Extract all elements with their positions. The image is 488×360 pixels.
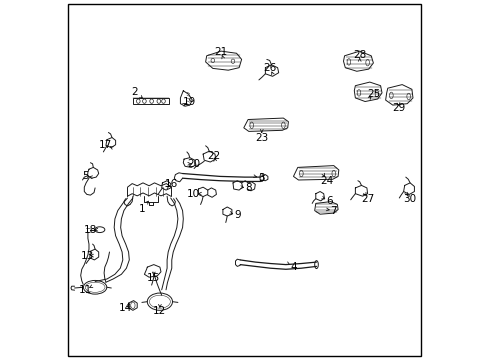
- Text: 29: 29: [392, 103, 405, 113]
- Text: 8: 8: [244, 183, 251, 193]
- Text: 11: 11: [78, 285, 91, 295]
- Text: 13: 13: [81, 251, 94, 261]
- Text: 27: 27: [360, 194, 373, 204]
- Text: 24: 24: [319, 176, 332, 186]
- Text: 5: 5: [81, 171, 88, 181]
- Text: 14: 14: [118, 303, 131, 313]
- Text: 30: 30: [402, 194, 415, 204]
- Text: 15: 15: [147, 273, 160, 283]
- Text: 28: 28: [352, 50, 366, 60]
- Text: 26: 26: [263, 63, 276, 73]
- Text: 7: 7: [330, 206, 336, 216]
- Text: 9: 9: [234, 210, 240, 220]
- Text: 22: 22: [207, 150, 220, 161]
- Text: 19: 19: [183, 96, 196, 107]
- Text: 21: 21: [214, 47, 227, 57]
- Text: 20: 20: [187, 159, 200, 169]
- Text: 2: 2: [131, 87, 138, 97]
- Text: 18: 18: [83, 225, 97, 235]
- Text: 10: 10: [186, 189, 200, 199]
- Text: 1: 1: [138, 204, 145, 214]
- Text: 25: 25: [366, 89, 380, 99]
- Text: 23: 23: [255, 132, 268, 143]
- Text: 16: 16: [165, 179, 178, 189]
- Text: 4: 4: [290, 262, 297, 272]
- Text: 3: 3: [258, 173, 264, 183]
- Text: 17: 17: [99, 140, 112, 150]
- Text: 6: 6: [325, 196, 332, 206]
- Text: 12: 12: [153, 306, 166, 316]
